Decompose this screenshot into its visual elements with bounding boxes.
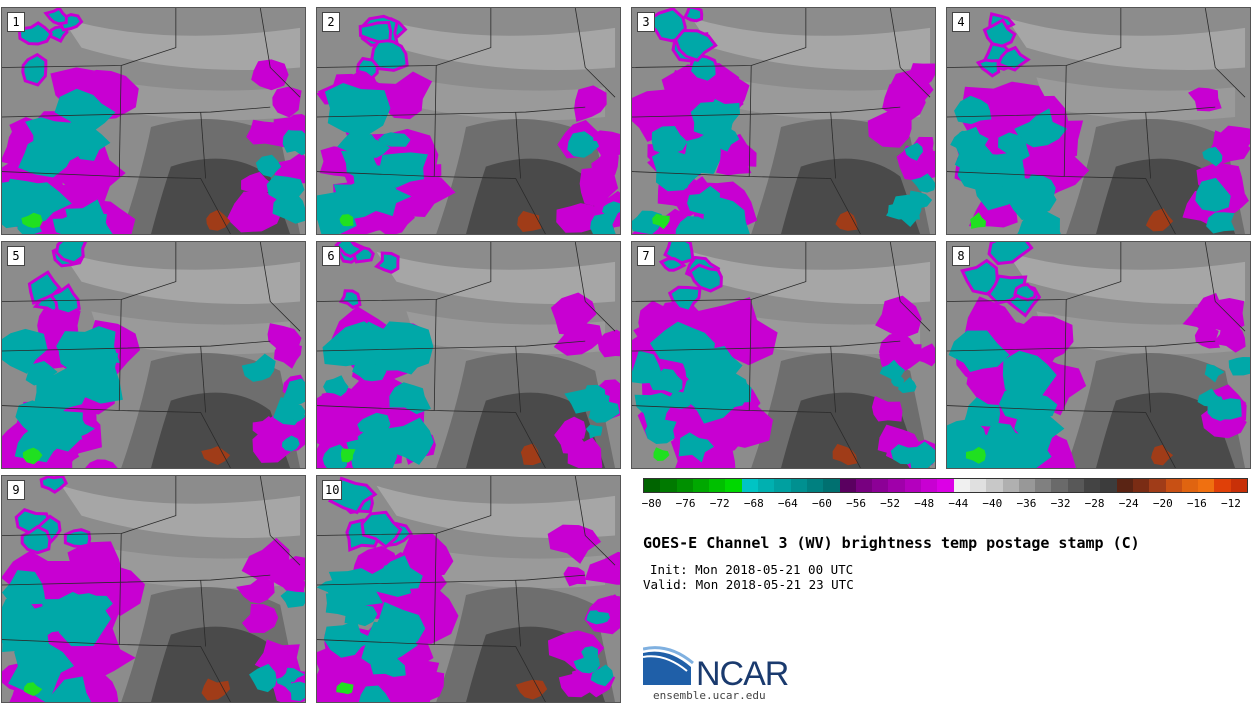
colorbar-swatch (986, 479, 1003, 492)
colorbar-swatch (1018, 479, 1036, 492)
colorbar-swatch (1084, 479, 1101, 492)
ensemble-member-panel: 8 (946, 241, 1251, 469)
colorbar-swatch (937, 479, 954, 492)
member-number-label: 5 (7, 246, 25, 266)
colorbar-swatch (969, 479, 987, 492)
colorbar-tick-label: −76 (675, 497, 696, 510)
colorbar-swatch (1067, 479, 1085, 492)
colorbar-tick-label: −56 (846, 497, 866, 510)
colorbar-tick-label: −20 (1152, 497, 1173, 510)
ncar-logo-text: NCAR (696, 655, 789, 693)
colorbar-swatch (839, 479, 856, 492)
colorbar-swatch (1198, 479, 1215, 492)
colorbar-tick-label: −68 (743, 497, 764, 510)
ensemble-member-panel: 4 (946, 7, 1251, 235)
valid-time: Valid: Mon 2018-05-21 23 UTC (643, 577, 854, 592)
colorbar-swatch (1149, 479, 1166, 492)
colorbar-tick-label: −16 (1186, 497, 1207, 510)
colorbar-swatch (644, 479, 661, 492)
ensemble-member-panel: 10 (316, 475, 621, 703)
ensemble-member-panel: 1 (1, 7, 306, 235)
colorbar-ticks: −80 −76 −72 −68 −64 −60 −56 −52 −48 −44 −40 −36 −32−… (641, 497, 1248, 513)
colorbar-swatch (1002, 479, 1019, 492)
colorbar-swatch (725, 479, 742, 492)
ensemble-member-panel: 2 (316, 7, 621, 235)
colorbar-swatch (790, 479, 807, 492)
colorbar-swatch (904, 479, 922, 492)
init-time: Init: Mon 2018-05-21 00 UTC (650, 562, 854, 577)
colorbar-tick-label: −44 (948, 497, 969, 510)
colorbar-swatch (676, 479, 693, 492)
colorbar-swatch (855, 479, 873, 492)
colorbar-tick-label: −32 (1050, 497, 1071, 510)
colorbar-swatch (872, 479, 889, 492)
ensemble-member-panel: 6 (316, 241, 621, 469)
colorbar-swatch (1230, 479, 1247, 492)
colorbar-swatch (806, 479, 824, 492)
colorbar-tick-label: −52 (880, 497, 901, 510)
member-number-label: 3 (637, 12, 655, 32)
colorbar-swatch (1214, 479, 1231, 492)
colorbar-tick-label: −48 (914, 497, 935, 510)
member-number-label: 8 (952, 246, 970, 266)
ensemble-member-panel: 3 (631, 7, 936, 235)
colorbar (643, 478, 1248, 493)
colorbar-tick-label: −72 (709, 497, 730, 510)
colorbar-swatch (758, 479, 775, 492)
ncar-logo-icon (643, 646, 694, 685)
colorbar-swatch (774, 479, 791, 492)
colorbar-swatch (823, 479, 840, 492)
colorbar-tick-label: −28 (1084, 497, 1105, 510)
colorbar-tick-label: −60 (812, 497, 832, 510)
colorbar-swatch (1132, 479, 1150, 492)
colorbar-swatch (1165, 479, 1182, 492)
ensemble-member-panel: 5 (1, 241, 306, 469)
member-number-label: 6 (322, 246, 340, 266)
member-number-label: 9 (7, 480, 25, 500)
colorbar-swatch (953, 479, 970, 492)
website-label: ensemble.ucar.edu (653, 689, 766, 702)
member-number-label: 1 (7, 12, 25, 32)
colorbar-swatch (709, 479, 726, 492)
member-number-label: 7 (637, 246, 655, 266)
colorbar-swatch (660, 479, 677, 492)
colorbar-tick-label: −40 (982, 497, 1003, 510)
colorbar-swatch (1116, 479, 1133, 492)
colorbar-tick-label: −12 (1221, 497, 1241, 510)
colorbar-swatch (1051, 479, 1068, 492)
colorbar-tick-label: −24 (1118, 497, 1139, 510)
ensemble-member-panel: 9 (1, 475, 306, 703)
ensemble-member-panel: 7 (631, 241, 936, 469)
member-number-label: 2 (322, 12, 340, 32)
colorbar-tick-label: −64 (777, 497, 798, 510)
colorbar-swatch (741, 479, 759, 492)
colorbar-swatch (1100, 479, 1117, 492)
member-number-label: 4 (952, 12, 970, 32)
colorbar-tick-label: −36 (1016, 497, 1037, 510)
colorbar-tick-label: −80 (641, 497, 662, 510)
figure-title: GOES-E Channel 3 (WV) brightness temp po… (643, 534, 1140, 552)
colorbar-swatch (692, 479, 710, 492)
member-number-label: 10 (322, 480, 343, 500)
colorbar-swatch (1035, 479, 1052, 492)
colorbar-swatch (1181, 479, 1199, 492)
colorbar-swatch (888, 479, 905, 492)
colorbar-swatch (921, 479, 938, 492)
